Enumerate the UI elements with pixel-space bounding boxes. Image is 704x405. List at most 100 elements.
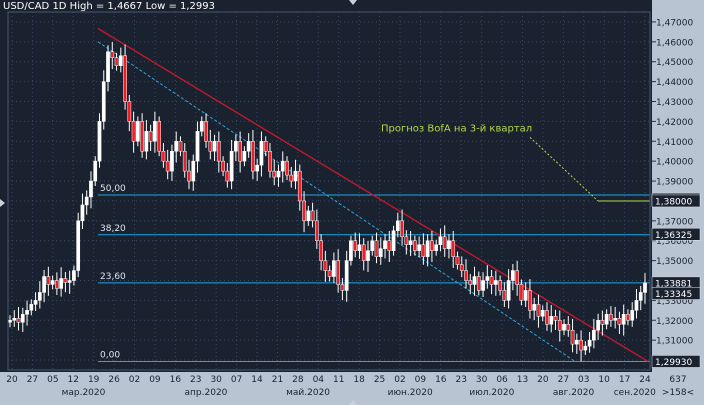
y-tick-label: 1,31000 — [656, 337, 693, 347]
x-month-label: май.2020 — [286, 388, 330, 398]
candle-bear — [204, 121, 208, 142]
candle-bear — [387, 240, 392, 251]
scroll-left-arrow-icon[interactable] — [0, 199, 5, 207]
time-scale-panel — [0, 372, 704, 405]
x-tick-label: 26 — [108, 375, 120, 385]
candle-bull — [118, 55, 123, 66]
candle-bull — [29, 304, 34, 311]
scroll-up-arrow-icon[interactable] — [349, 0, 357, 5]
candle-bear — [553, 316, 558, 321]
candle-bear — [476, 276, 481, 291]
x-tick-label: 04 — [313, 375, 325, 385]
fib-level-label: 50,00 — [100, 184, 126, 194]
candle-bull — [93, 160, 98, 182]
x-month-label: сен.2020 — [614, 388, 656, 398]
x-tick-label: 13 — [517, 375, 528, 385]
x-month-label: июл.2020 — [469, 388, 514, 398]
fib-level-label: 23,60 — [100, 272, 126, 282]
x-tick-label: 21 — [272, 375, 283, 385]
x-tick-label: 19 — [88, 375, 100, 385]
x-tick-label: 09 — [149, 375, 161, 385]
fib-level-label: 0,00 — [100, 350, 120, 360]
candle-bull — [37, 292, 42, 301]
candle-bear — [536, 304, 541, 317]
candle-bull — [383, 240, 387, 249]
candle-bear — [502, 290, 507, 301]
x-tick-label: 03 — [578, 375, 589, 385]
y-tick-label: 1,36000 — [656, 237, 693, 247]
candle-bear — [515, 270, 519, 285]
x-tick-label: 12 — [68, 375, 79, 385]
candle-bear — [464, 270, 468, 281]
candle-bear — [545, 310, 549, 325]
x-tick-label: 28 — [292, 375, 304, 385]
bofa-forecast-annotation: Прогноз BofA на 3-й квартал — [381, 123, 532, 134]
candle-bull — [280, 160, 285, 172]
candle-bull — [42, 276, 46, 293]
candle-bear — [404, 236, 409, 245]
candle-bear — [609, 314, 613, 321]
candle-bear — [451, 240, 456, 257]
candle-bear — [310, 210, 315, 222]
price-marker-box — [651, 287, 701, 300]
price-marker-label: 1,33345 — [655, 290, 692, 300]
candle-bull — [621, 314, 626, 325]
x-tick-label: 30 — [476, 375, 488, 385]
candle-bear — [46, 276, 51, 285]
candle-bear — [519, 284, 524, 301]
x-tick-label: 10 — [598, 375, 610, 385]
candle-bear — [208, 141, 213, 152]
candle-bull — [549, 316, 554, 325]
candle-bull — [613, 318, 618, 321]
x-tick-label: 07 — [231, 375, 242, 385]
candle-bull — [532, 304, 537, 311]
y-tick-label: 1,35000 — [656, 257, 693, 267]
candle-bull — [604, 314, 609, 325]
candle-bear — [263, 141, 268, 152]
x-tick-label: 18 — [353, 375, 365, 385]
candle-bear — [161, 150, 166, 162]
price-marker-label: 1,36325 — [655, 231, 692, 241]
candle-bear — [489, 276, 494, 285]
candle-bear — [63, 278, 68, 283]
candle-bull — [447, 240, 451, 249]
candle-bull — [229, 150, 234, 182]
candle-bull — [106, 51, 110, 82]
bars-shift-label: >158< — [662, 388, 694, 398]
x-tick-label: 16 — [170, 375, 182, 385]
candle-bear — [123, 55, 127, 102]
candle-bear — [165, 160, 170, 172]
price-marker-box — [651, 355, 701, 368]
x-tick-label: 20 — [537, 375, 549, 385]
x-tick-label: 11 — [333, 375, 344, 385]
y-tick-label: 1,47000 — [656, 18, 693, 28]
candle-bull — [293, 170, 298, 182]
candle-bull — [191, 160, 196, 182]
candle-bull — [33, 300, 38, 305]
candle-bear — [323, 260, 328, 271]
y-tick-label: 1,33000 — [656, 297, 693, 307]
candle-bull — [89, 180, 93, 198]
candle-bear — [289, 174, 294, 182]
candle-bull — [234, 141, 238, 152]
y-tick-label: 1,37000 — [656, 217, 693, 227]
candle-bear — [459, 264, 464, 271]
scroll-down-arrow-icon[interactable] — [349, 400, 357, 405]
candle-bear — [238, 141, 242, 162]
candle-bear — [314, 220, 319, 241]
candle-bull — [583, 345, 588, 351]
bofa-annotation-leader — [529, 136, 599, 202]
candle-bull — [395, 220, 400, 232]
candle-bull — [174, 141, 179, 152]
candle-bull — [523, 290, 528, 301]
candle-bear — [528, 290, 532, 311]
candle-bull — [12, 318, 17, 321]
candle-bull — [596, 320, 600, 331]
price-marker-box — [651, 228, 701, 241]
candle-bear — [361, 244, 366, 261]
x-tick-label: 27 — [27, 375, 38, 385]
candle-bear — [178, 141, 183, 152]
candle-bear — [114, 57, 119, 66]
